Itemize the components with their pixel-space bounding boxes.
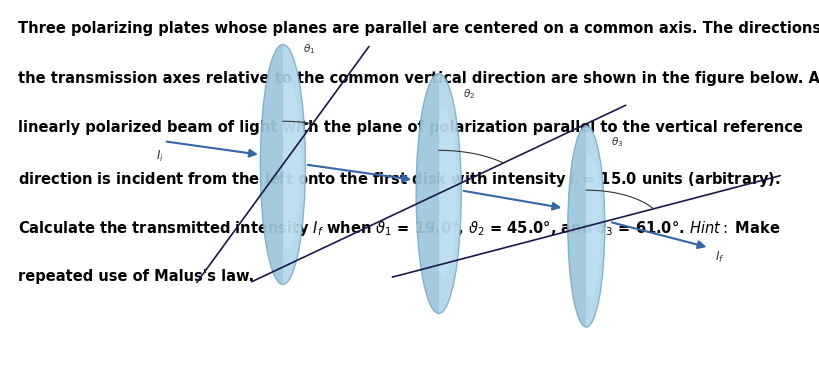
Text: linearly polarized beam of light with the plane of polarization parallel to the : linearly polarized beam of light with th… <box>18 120 802 135</box>
Ellipse shape <box>416 74 461 313</box>
Ellipse shape <box>567 126 604 327</box>
Text: Calculate the transmitted intensity $\mathit{I_f}$ when $\vartheta_1$ = 19.0°, $: Calculate the transmitted intensity $\ma… <box>18 219 780 238</box>
Ellipse shape <box>567 126 604 327</box>
Ellipse shape <box>429 110 456 277</box>
Text: $\mathit{I_f}$: $\mathit{I_f}$ <box>714 250 724 265</box>
Text: $\mathit{I_i}$: $\mathit{I_i}$ <box>156 149 164 164</box>
Ellipse shape <box>260 45 305 284</box>
Text: $\theta_2$: $\theta_2$ <box>463 87 475 101</box>
Ellipse shape <box>578 156 600 297</box>
Text: repeated use of Malus's law.: repeated use of Malus's law. <box>18 269 254 284</box>
Ellipse shape <box>260 45 305 284</box>
Text: the transmission axes relative to the common vertical direction are shown in the: the transmission axes relative to the co… <box>18 71 819 86</box>
Text: direction is incident from the left onto the first disk with intensity $\mathit{: direction is incident from the left onto… <box>18 170 780 189</box>
Ellipse shape <box>274 80 301 248</box>
Ellipse shape <box>416 74 461 313</box>
Text: $\theta_1$: $\theta_1$ <box>303 42 315 56</box>
Text: $\theta_3$: $\theta_3$ <box>610 135 622 149</box>
Text: Three polarizing plates whose planes are parallel are centered on a common axis.: Three polarizing plates whose planes are… <box>18 21 819 36</box>
